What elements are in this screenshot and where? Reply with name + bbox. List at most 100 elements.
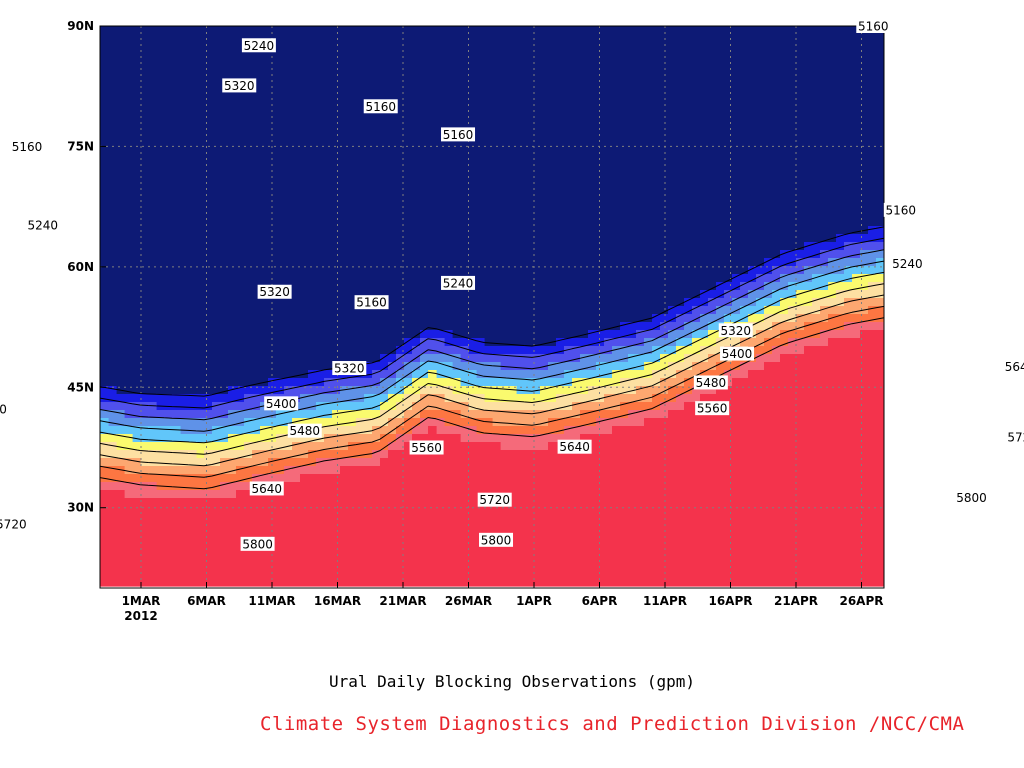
- contour-fills: [100, 26, 884, 587]
- svg-text:5320: 5320: [334, 362, 365, 376]
- y-tick-label: 60N: [67, 260, 94, 274]
- contour-label: 5400: [264, 396, 299, 411]
- contour-label: 5320: [222, 78, 257, 93]
- svg-text:5240: 5240: [443, 276, 474, 290]
- svg-text:5480: 5480: [289, 424, 320, 438]
- hovmoller-chart: 1MAR 6MAR 11MAR 16MAR 21MAR 26MAR 1APR 6APR 11AP…: [0, 19, 1024, 623]
- contour-labels: 5160524051605320516051605160516052405160…: [0, 19, 1024, 551]
- x-year-label: 2012: [124, 609, 157, 623]
- svg-text:5160: 5160: [858, 20, 889, 34]
- plot-frame: [99, 25, 885, 589]
- contour-band: [100, 322, 884, 499]
- x-tick-label: 1APR: [516, 594, 552, 608]
- svg-text:5720: 5720: [479, 493, 510, 507]
- svg-text:5800: 5800: [956, 491, 987, 505]
- contour-label: 5560: [409, 440, 444, 455]
- contour-label: 5160: [883, 202, 918, 217]
- chart-caption: Ural Daily Blocking Observations (gpm): [328, 672, 696, 691]
- contour-label: 5480: [0, 401, 9, 416]
- contour-band: [100, 250, 884, 435]
- contour-label: 5160: [354, 295, 389, 310]
- svg-text:5560: 5560: [411, 441, 442, 455]
- contour-label: 5800: [954, 490, 989, 505]
- svg-text:5720: 5720: [1007, 431, 1024, 445]
- x-tick-label: 26MAR: [445, 594, 492, 608]
- svg-text:5640: 5640: [251, 482, 282, 496]
- contour-label: 5160: [10, 139, 45, 154]
- contour-label: 5800: [240, 536, 275, 551]
- svg-text:5480: 5480: [696, 376, 727, 390]
- contour-line: [100, 226, 884, 397]
- y-tick-label: 30N: [67, 501, 94, 515]
- contour-label: 5320: [332, 361, 367, 376]
- contour-label: 5480: [693, 375, 728, 390]
- contour-label: 5160: [856, 19, 891, 34]
- contour-line: [100, 283, 884, 455]
- contour-line: [100, 317, 884, 490]
- contour-band: [100, 306, 884, 491]
- svg-text:5160: 5160: [356, 296, 387, 310]
- svg-text:5240: 5240: [244, 39, 275, 53]
- svg-text:5720: 5720: [0, 517, 27, 531]
- svg-text:5160: 5160: [365, 100, 396, 114]
- contour-line: [100, 260, 884, 432]
- contour-band: [100, 226, 884, 411]
- svg-text:5320: 5320: [720, 324, 751, 338]
- contour-line: [100, 271, 884, 444]
- x-tick-label: 16MAR: [314, 594, 361, 608]
- svg-text:5320: 5320: [224, 79, 255, 93]
- y-tick-label: 75N: [67, 139, 94, 153]
- svg-text:5400: 5400: [722, 347, 753, 361]
- svg-text:5640: 5640: [559, 440, 590, 454]
- contour-label: 5160: [363, 99, 398, 114]
- x-tick-label: 16APR: [708, 594, 752, 608]
- svg-text:5400: 5400: [266, 397, 297, 411]
- credit-line: Climate System Diagnostics and Predictio…: [260, 713, 965, 735]
- svg-text:5240: 5240: [892, 257, 923, 271]
- svg-text:5800: 5800: [242, 537, 273, 551]
- contour-label: 5800: [479, 532, 514, 547]
- svg-text:5480: 5480: [0, 402, 7, 416]
- svg-text:5240: 5240: [27, 219, 58, 233]
- contour-lines: [100, 226, 884, 490]
- contour-label: 5240: [441, 275, 476, 290]
- contour-label: 5160: [441, 127, 476, 142]
- contour-line: [100, 294, 884, 467]
- contour-line: [100, 305, 884, 478]
- contour-band: [100, 330, 884, 587]
- x-tick-label: 21MAR: [379, 594, 426, 608]
- contour-label: 5320: [257, 284, 292, 299]
- contour-label: 5240: [25, 218, 60, 233]
- svg-text:5320: 5320: [259, 285, 290, 299]
- y-tick-label: 90N: [67, 19, 94, 33]
- contour-band: [100, 242, 884, 419]
- svg-text:5160: 5160: [12, 140, 43, 154]
- contour-label: 5480: [287, 423, 322, 438]
- x-tick-label: 11APR: [643, 594, 687, 608]
- contour-label: 5240: [241, 38, 276, 53]
- contour-line: [100, 249, 884, 421]
- contour-label: 5720: [0, 516, 29, 531]
- contour-label: 5720: [1005, 430, 1024, 445]
- x-tick-label: 6APR: [582, 594, 618, 608]
- contour-line: [100, 237, 884, 409]
- contour-label: 5560: [695, 401, 730, 416]
- svg-text:5560: 5560: [697, 402, 728, 416]
- contour-label: 5320: [718, 323, 753, 338]
- contour-label: 5240: [890, 256, 925, 271]
- contour-label: 5400: [720, 346, 755, 361]
- x-tick-label: 11MAR: [248, 594, 295, 608]
- x-tick-label: 6MAR: [187, 594, 226, 608]
- x-axis: 1MAR 6MAR 11MAR 16MAR 21MAR 26MAR 1APR 6APR 11AP…: [122, 582, 884, 608]
- svg-text:5800: 5800: [481, 533, 512, 547]
- contour-label: 5640: [1003, 359, 1024, 374]
- svg-text:5640: 5640: [1005, 360, 1024, 374]
- svg-text:5160: 5160: [886, 203, 917, 217]
- y-tick-label: 45N: [67, 380, 94, 394]
- contour-label: 5720: [477, 492, 512, 507]
- y-axis: 30N 45N 60N 75N 90N: [67, 19, 106, 515]
- x-tick-label: 26APR: [839, 594, 883, 608]
- svg-text:5160: 5160: [443, 128, 474, 142]
- contour-band: [100, 298, 884, 475]
- contour-band: [100, 26, 884, 395]
